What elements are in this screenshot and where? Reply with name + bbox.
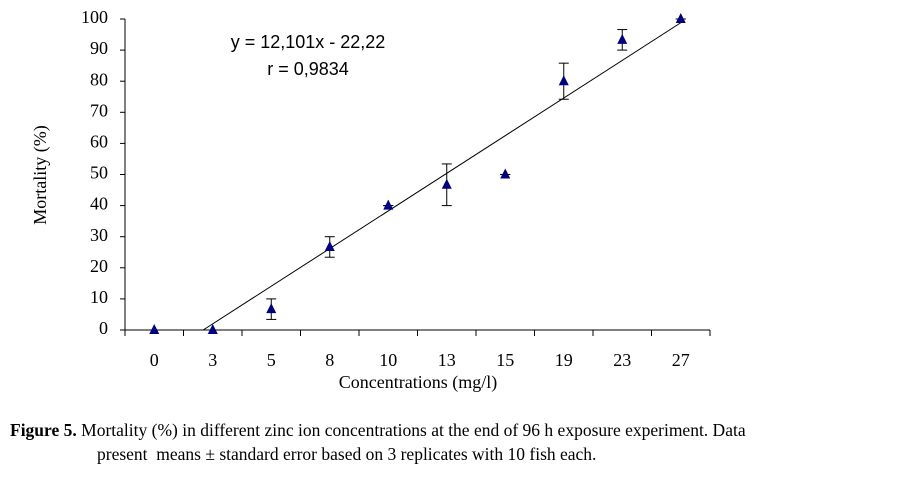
marker (266, 303, 277, 314)
y-tick-label: 30 (90, 225, 108, 245)
marker (617, 33, 628, 44)
y-axis-title: Mortality (%) (30, 125, 51, 224)
chart: y = 12,101x - 22,22 r = 0,9834 Concentra… (30, 7, 711, 393)
x-tick-label: 3 (208, 350, 217, 370)
x-tick-label: 13 (438, 350, 456, 370)
y-tick-label: 40 (90, 194, 108, 214)
caption-text: present means ± standard error based on … (97, 444, 597, 464)
trend-equation: y = 12,101x - 22,22 (231, 32, 386, 52)
marker (675, 13, 686, 23)
y-tick-label: 0 (99, 318, 108, 338)
marker (383, 199, 394, 210)
x-axis-title: Concentrations (mg/l) (339, 372, 497, 393)
y-tick-label: 20 (90, 256, 108, 276)
y-tick-label: 60 (90, 132, 108, 152)
trend-r: r = 0,9834 (267, 59, 349, 79)
x-tick-label: 10 (379, 350, 397, 370)
x-tick-label: 8 (325, 350, 334, 370)
y-tick-label: 50 (90, 163, 108, 183)
marker (149, 324, 160, 334)
marker (207, 324, 218, 334)
caption-label: Figure 5. (10, 420, 77, 440)
y-tick-label: 70 (90, 100, 108, 120)
trendline (202, 22, 682, 331)
y-tick-label: 10 (90, 287, 108, 307)
y-tick-label: 90 (90, 38, 108, 58)
marker (324, 240, 335, 251)
x-tick-label: 15 (496, 350, 514, 370)
y-tick-label: 100 (81, 7, 108, 27)
y-tick-label: 80 (90, 69, 108, 89)
caption-text: Mortality (%) in different zinc ion conc… (81, 420, 746, 440)
x-tick-label: 19 (555, 350, 573, 370)
x-tick-label: 27 (672, 350, 690, 370)
marker (441, 178, 452, 189)
caption: Figure 5. Mortality (%) in different zin… (10, 418, 890, 466)
x-tick-label: 5 (267, 350, 276, 370)
x-tick-label: 23 (613, 350, 631, 370)
marker (500, 168, 511, 179)
marker (558, 75, 569, 86)
x-tick-label: 0 (150, 350, 159, 370)
